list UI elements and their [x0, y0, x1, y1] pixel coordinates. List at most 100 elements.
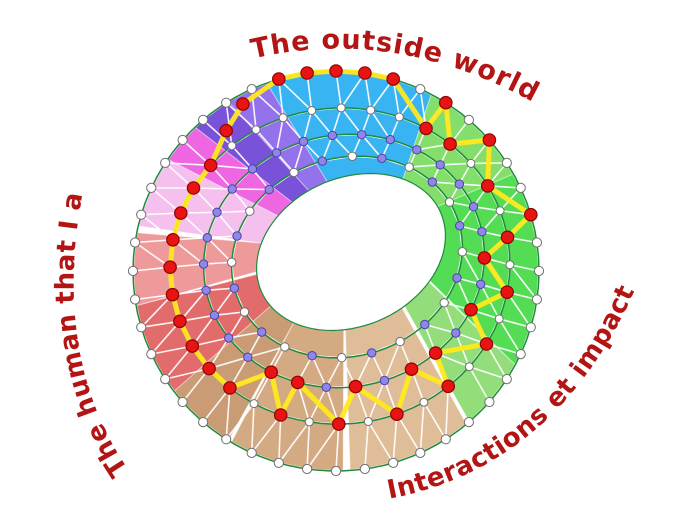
node-ring2 — [298, 136, 309, 147]
node-red — [390, 407, 404, 421]
node-ring2 — [357, 130, 367, 140]
node-ring1 — [505, 260, 515, 270]
node-red — [329, 64, 343, 78]
node-ring0 — [463, 114, 474, 126]
node-ring0 — [463, 417, 474, 428]
node-red — [219, 123, 233, 138]
node-ring3 — [457, 247, 467, 257]
node-ring0 — [330, 465, 342, 477]
node-ring3 — [232, 231, 242, 241]
hole — [256, 172, 446, 332]
node-ring2 — [201, 285, 211, 295]
node-ring2 — [435, 160, 445, 170]
node-red — [186, 181, 201, 195]
node-ring2 — [454, 179, 464, 189]
node-ring0 — [136, 209, 147, 220]
node-ring2 — [227, 184, 237, 194]
node-red — [419, 121, 433, 136]
node-red — [264, 365, 278, 379]
node-ring3 — [452, 273, 462, 283]
node-red — [523, 207, 538, 222]
node-ring3 — [229, 283, 240, 293]
node-ring1 — [363, 417, 373, 426]
node-ring2 — [321, 382, 331, 392]
node-ring0 — [515, 349, 526, 360]
node-red — [348, 379, 363, 394]
node-ring2 — [412, 145, 422, 155]
node-red — [236, 97, 250, 111]
node-ring3 — [257, 327, 267, 337]
node-ring1 — [466, 158, 476, 168]
node-ring1 — [494, 314, 504, 324]
node-red — [477, 251, 492, 265]
node-ring0 — [533, 265, 545, 277]
node-ring1 — [278, 113, 288, 123]
node-ring3 — [337, 353, 347, 363]
node-ring2 — [476, 279, 486, 289]
node-ring0 — [531, 294, 543, 305]
node-ring0 — [246, 447, 257, 458]
node-red — [223, 381, 237, 395]
mesh-lines-2-3 — [203, 134, 485, 388]
node-ring2 — [209, 310, 220, 320]
node-ring0 — [221, 434, 232, 445]
node-ring3 — [280, 342, 290, 352]
node-ring0 — [501, 157, 512, 168]
node-ring0 — [160, 157, 171, 168]
node-ring3 — [307, 351, 317, 361]
node-ring1 — [394, 112, 404, 122]
node-ring2 — [271, 148, 282, 158]
node-red — [500, 230, 515, 245]
node-ring3 — [264, 184, 274, 195]
node-red — [358, 66, 372, 80]
node-ring1 — [336, 103, 346, 113]
node-ring2 — [477, 227, 487, 237]
node-ring1 — [366, 105, 376, 115]
node-ring3 — [395, 336, 405, 347]
node-ring2 — [212, 207, 222, 218]
node-ring3 — [420, 319, 430, 330]
node-ring2 — [202, 233, 213, 243]
node-ring0 — [415, 84, 426, 95]
node-ring0 — [531, 237, 543, 248]
node-ring2 — [243, 352, 253, 362]
node-red — [271, 72, 286, 86]
node-ring3 — [239, 307, 250, 317]
node-ring0 — [359, 463, 370, 475]
node-ring0 — [146, 182, 157, 193]
node-ring2 — [468, 202, 479, 212]
node-ring3 — [427, 177, 437, 187]
node-ring1 — [251, 125, 261, 135]
node-red — [331, 417, 346, 431]
node-red — [202, 361, 216, 376]
node-ring0 — [177, 396, 188, 408]
node-ring1 — [249, 399, 259, 409]
node-ring3 — [317, 156, 327, 166]
node-ring3 — [347, 151, 357, 162]
node-ring1 — [227, 141, 237, 151]
node-red — [185, 339, 200, 353]
node-ring0 — [177, 134, 188, 146]
node-red — [479, 337, 494, 351]
torus-diagram — [127, 64, 545, 477]
node-ring0 — [198, 114, 209, 126]
node-ring0 — [415, 447, 426, 458]
node-red — [165, 287, 180, 302]
node-ring3 — [227, 257, 237, 267]
node-ring0 — [198, 417, 209, 428]
node-red — [441, 379, 455, 394]
node-ring0 — [484, 396, 495, 408]
label-human-that-i-am: The human that I am — [0, 0, 134, 482]
node-ring1 — [464, 362, 474, 372]
node-ring0 — [130, 294, 141, 305]
node-ring1 — [304, 417, 314, 427]
node-ring2 — [451, 328, 461, 338]
node-red — [174, 206, 188, 220]
node-ring0 — [273, 457, 284, 468]
node-ring3 — [455, 221, 465, 231]
node-red — [404, 362, 419, 376]
node-ring0 — [302, 463, 313, 475]
node-ring2 — [224, 333, 234, 343]
node-red — [300, 66, 314, 80]
